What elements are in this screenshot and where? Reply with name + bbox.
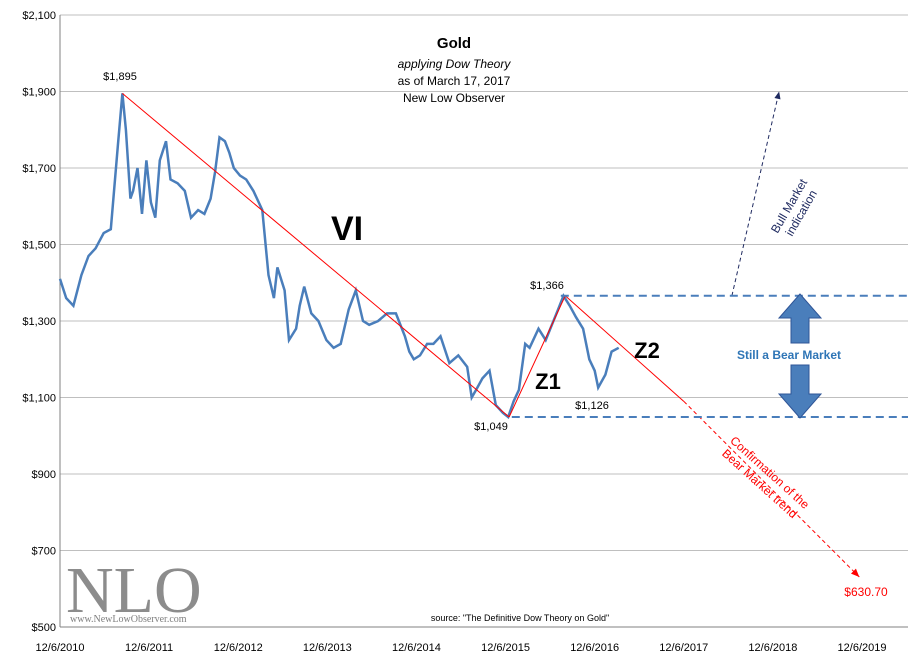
high-price-label: $1,895 [103,71,137,83]
x-tick-label: 12/6/2019 [838,642,887,654]
axes [59,15,908,628]
chart-subtitle-1: applying Dow Theory [398,57,512,71]
z2-trend-line [564,295,685,402]
y-tick-label: $1,900 [22,87,56,99]
source-note: source: "The Definitive Dow Theory on Go… [431,613,609,623]
bull-market-indication-label: Bull Market indication [768,176,820,239]
y-tick-label: $1,700 [22,163,56,175]
z1-trend-line [508,295,566,418]
trend-lines [122,91,860,578]
bear-confirmation-arrow [683,400,860,578]
x-tick-label: 12/6/2014 [392,642,441,654]
wave-z1-label: Z1 [535,369,561,394]
x-tick-labels: 12/6/2010 12/6/2011 12/6/2012 12/6/2013 12/6… [36,642,887,654]
grid-lines [60,14,908,551]
low-price-label: $1,049 [474,421,508,433]
nlo-watermark: NLO [66,554,202,627]
nlo-watermark-url: www.NewLowObserver.com [70,614,187,625]
bull-indication-arrow [731,91,780,296]
x-tick-label: 12/6/2018 [748,642,797,654]
target-price-label: $630.70 [844,585,888,599]
wave-vi-label: VI [331,210,363,248]
down-arrow-shape [777,364,823,419]
x-tick-label: 12/6/2012 [214,642,263,654]
y-tick-label: $1,100 [22,393,56,405]
still-bear-market-label: Still a Bear Market [737,348,841,362]
x-tick-label: 12/6/2011 [125,642,173,654]
chart-title: Gold [437,35,471,52]
y-tick-label: $1,300 [22,316,56,328]
y-tick-label: $900 [32,469,56,481]
y-tick-label: $700 [32,546,56,558]
peak-price-label: $1,366 [530,280,564,292]
gold-price-line [58,93,620,420]
y-tick-label: $1,500 [22,240,56,252]
bear-confirmation-label: Confirmation of the Bear Market trend [719,433,812,521]
x-tick-label: 12/6/2017 [659,642,708,654]
mid-low-price-label: $1,126 [575,400,609,412]
chart-subtitle-3: New Low Observer [403,91,505,105]
x-tick-label: 12/6/2010 [36,642,85,654]
x-tick-label: 12/6/2015 [481,642,530,654]
bear-range-double-arrow [777,293,823,419]
x-tick-label: 12/6/2016 [570,642,619,654]
bear-trend-line [122,93,510,418]
y-tick-label: $2,100 [22,10,56,22]
wave-z2-label: Z2 [634,338,660,363]
x-tick-label: 12/6/2013 [303,642,352,654]
bear-confirmation-arrowhead [850,568,860,578]
bull-indication-arrowhead [774,91,781,100]
y-tick-labels: $500 $700 $900 $1,100 $1,300 $1,500 $1,700 $1,9… [22,10,56,634]
up-arrow-shape [777,293,823,344]
chart-subtitle-2: as of March 17, 2017 [398,74,511,88]
y-tick-label: $500 [32,622,56,634]
